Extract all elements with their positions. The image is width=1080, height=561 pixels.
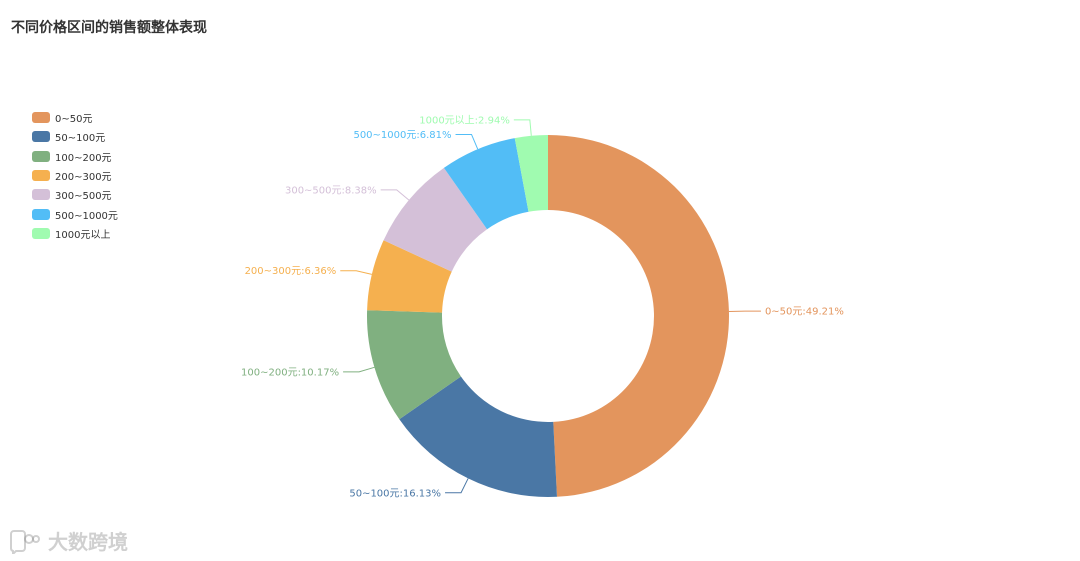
legend-item[interactable]: 500~1000元	[32, 204, 118, 223]
chart-legend: 0~50元 50~100元 100~200元 200~300元 300~500元 500~…	[32, 108, 118, 243]
slice-label: 100~200元:10.17%	[241, 367, 339, 378]
slice-label: 50~100元:16.13%	[349, 488, 441, 499]
legend-label: 1000元以上	[55, 229, 111, 241]
chat-bubble-logo-icon	[10, 529, 40, 554]
legend-swatch	[32, 189, 50, 201]
legend-label: 50~100元	[55, 133, 106, 145]
slice-label: 0~50元:49.21%	[765, 307, 844, 318]
legend-item[interactable]: 100~200元	[32, 147, 118, 166]
legend-label: 300~500元	[55, 191, 112, 203]
legend-item[interactable]: 300~500元	[32, 185, 118, 204]
donut-slice[interactable]	[367, 240, 452, 313]
legend-swatch	[32, 112, 50, 124]
slice-leader-line	[445, 478, 469, 494]
slice-leader-line	[513, 119, 532, 136]
donut-slice[interactable]	[514, 135, 548, 212]
legend-label: 500~1000元	[55, 210, 118, 222]
slice-label: 300~500元:8.38%	[285, 185, 377, 196]
legend-label: 200~300元	[55, 172, 112, 184]
slice-label: 1000元以上:2.94%	[419, 114, 510, 126]
donut-slice[interactable]	[443, 138, 529, 230]
slice-leader-line	[455, 133, 479, 150]
slice-label: 200~300元:6.36%	[245, 266, 337, 277]
legend-label: 0~50元	[55, 114, 93, 126]
watermark-text: 大数跨境	[48, 530, 128, 554]
slice-label: 500~1000元:6.81%	[353, 130, 451, 141]
donut-slice[interactable]	[548, 135, 730, 497]
legend-item[interactable]: 200~300元	[32, 166, 118, 185]
donut-slice[interactable]	[383, 167, 488, 272]
legend-swatch	[32, 131, 50, 143]
legend-swatch	[32, 227, 50, 239]
legend-item[interactable]: 1000元以上	[32, 224, 118, 243]
legend-item[interactable]: 50~100元	[32, 127, 118, 146]
legend-label: 100~200元	[55, 152, 112, 164]
legend-item[interactable]: 0~50元	[32, 108, 118, 127]
legend-swatch	[32, 208, 50, 220]
donut-slice[interactable]	[399, 376, 557, 497]
slice-leader-line	[343, 366, 375, 373]
chart-title: 不同价格区间的销售额整体表现	[11, 20, 207, 36]
slice-leader-line	[380, 189, 410, 201]
watermark: 大数跨境	[10, 526, 128, 555]
slice-leader-line	[340, 270, 372, 275]
legend-swatch	[32, 150, 50, 162]
donut-slice[interactable]	[367, 310, 461, 420]
legend-swatch	[32, 170, 50, 182]
